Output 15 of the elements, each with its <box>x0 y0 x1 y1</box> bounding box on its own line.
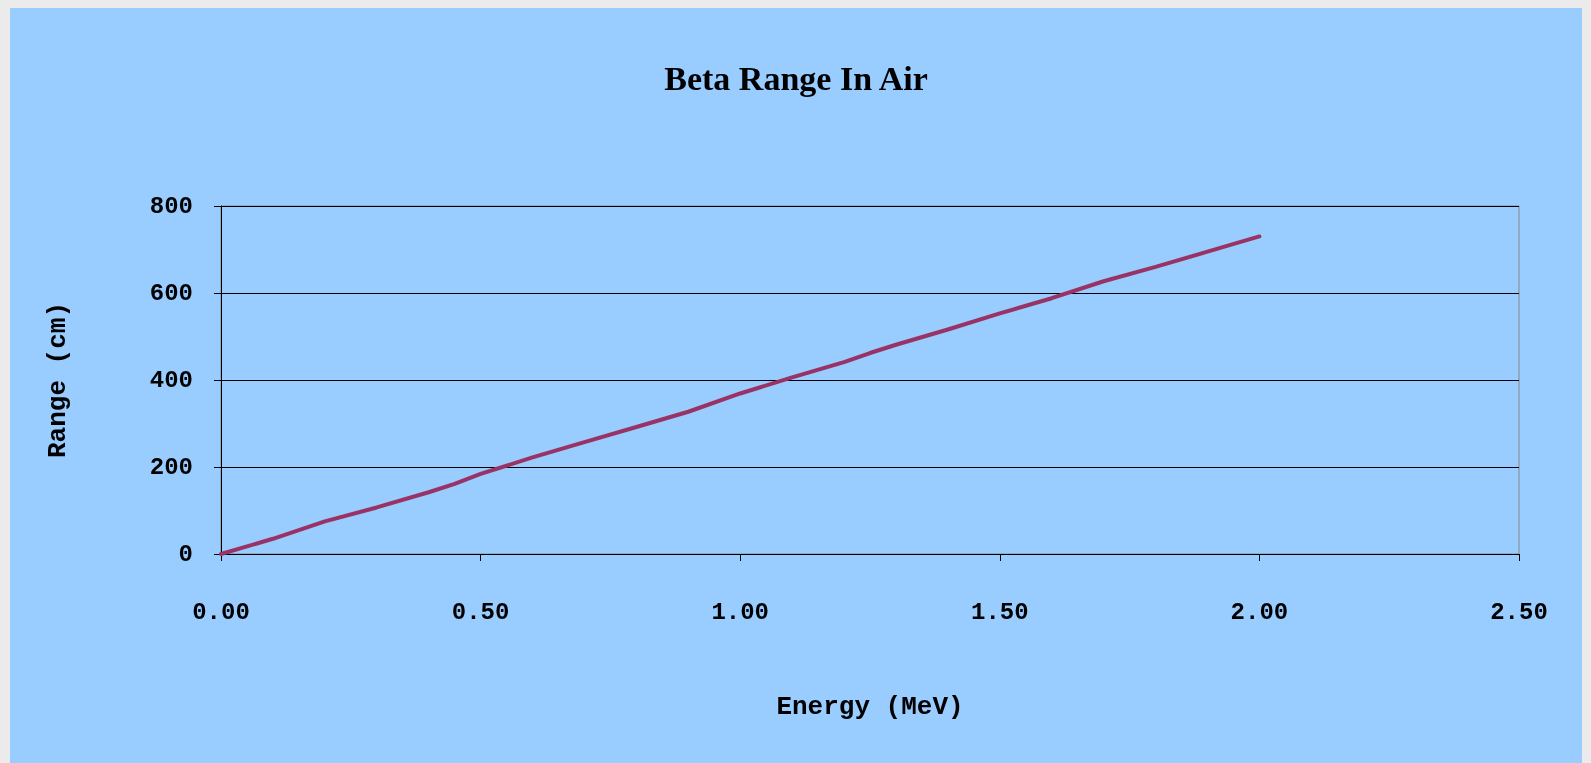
chart-title: Beta Range In Air <box>664 59 928 97</box>
x-tick-label: 1.00 <box>711 598 769 626</box>
line-series <box>219 234 1262 556</box>
x-tick-label: 2.00 <box>1230 598 1289 626</box>
y-tick-label: 200 <box>149 453 193 481</box>
y-tick-label: 0 <box>178 540 193 568</box>
y-tick-label: 600 <box>149 279 193 307</box>
y-tick-label: 400 <box>149 366 193 394</box>
x-axis-title: Energy (MeV) <box>776 692 964 722</box>
x-tick-label: 2.50 <box>1490 598 1548 626</box>
x-tick-label: 0.50 <box>451 598 510 626</box>
x-tick-label: 1.50 <box>971 598 1029 626</box>
y-axis-title: Range (cm) <box>43 301 73 459</box>
y-tick-label: 800 <box>149 192 193 220</box>
x-tick-label: 0.00 <box>192 598 250 626</box>
